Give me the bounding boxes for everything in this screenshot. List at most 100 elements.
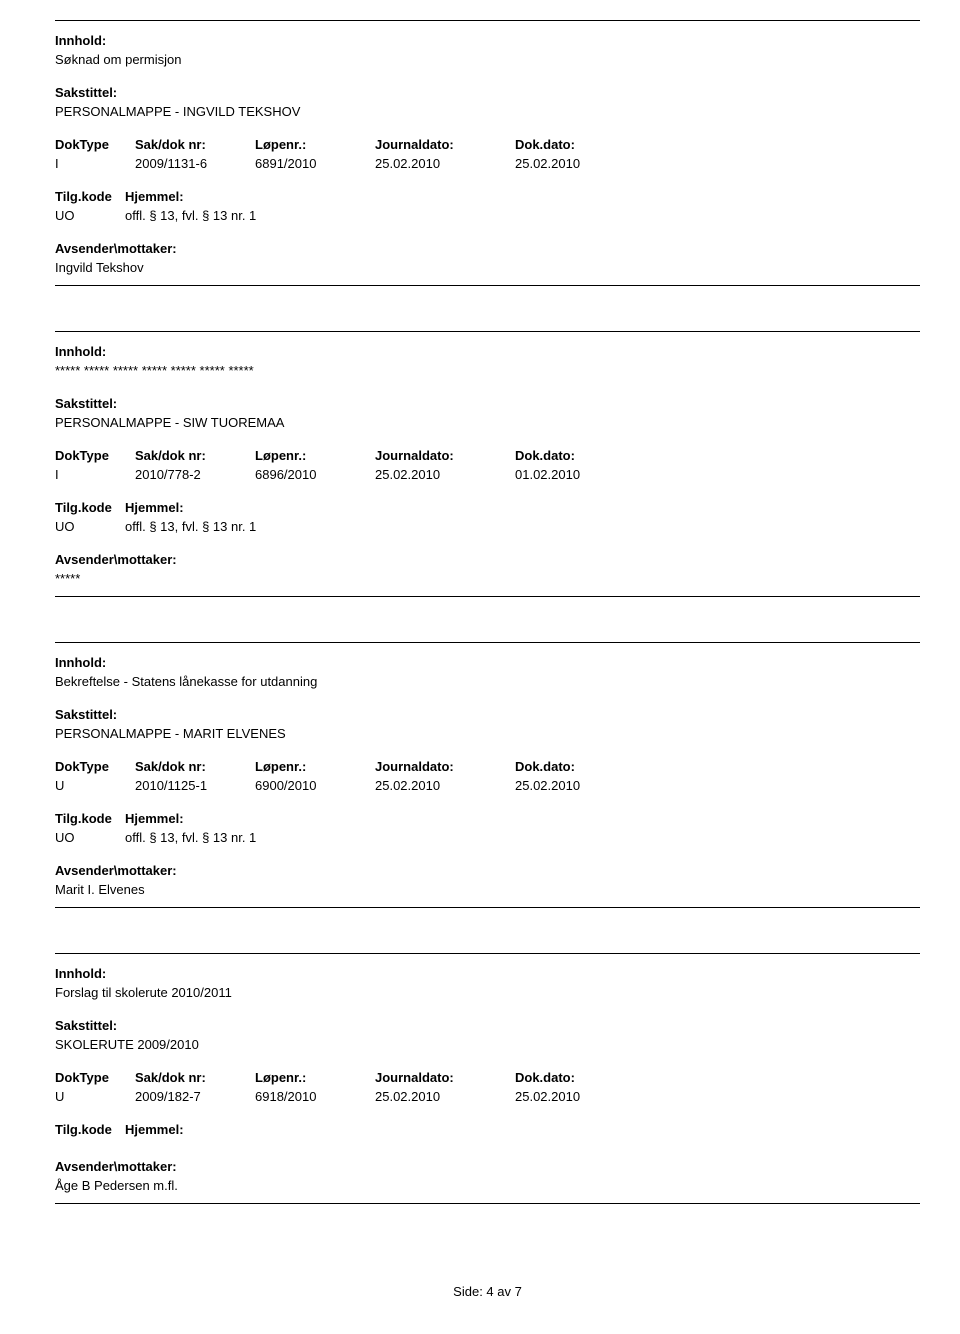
avsender-label: Avsender\mottaker:: [55, 863, 920, 878]
sakdok-header: Sak/dok nr:: [135, 448, 255, 463]
sakstittel-value: PERSONALMAPPE - MARIT ELVENES: [55, 726, 920, 741]
sakstittel-value: SKOLERUTE 2009/2010: [55, 1037, 920, 1052]
sakdok-header: Sak/dok nr:: [135, 759, 255, 774]
hjemmel-header: Hjemmel:: [125, 189, 425, 204]
row-values: U2009/182-76918/201025.02.201025.02.2010: [55, 1089, 920, 1104]
sakstittel-label: Sakstittel:: [55, 1018, 920, 1033]
lopenr-value: 6891/2010: [255, 156, 375, 171]
journal-entry: Innhold: Bekreftelse - Statens lånekasse …: [55, 642, 920, 908]
row-values: I2010/778-26896/201025.02.201001.02.2010: [55, 467, 920, 482]
innhold-value: Forslag til skolerute 2010/2011: [55, 985, 920, 1000]
sakdok-value: 2009/1131-6: [135, 156, 255, 171]
tilgkode-header: Tilg.kode: [55, 189, 125, 204]
avsender-label: Avsender\mottaker:: [55, 241, 920, 256]
sakdok-value: 2009/182-7: [135, 1089, 255, 1104]
tilgkode-value: UO: [55, 208, 125, 223]
sakstittel-value: PERSONALMAPPE - SIW TUOREMAA: [55, 415, 920, 430]
doktype-value: U: [55, 1089, 135, 1104]
entry-divider: [55, 285, 920, 286]
journaldato-value: 25.02.2010: [375, 1089, 515, 1104]
doktype-header: DokType: [55, 448, 135, 463]
doktype-value: I: [55, 156, 135, 171]
journaldato-value: 25.02.2010: [375, 778, 515, 793]
dokdato-header: Dok.dato:: [515, 448, 655, 463]
dokdato-value: 25.02.2010: [515, 1089, 655, 1104]
innhold-value: Bekreftelse - Statens lånekasse for utda…: [55, 674, 920, 689]
lopenr-header: Løpenr.:: [255, 448, 375, 463]
entry-divider: [55, 596, 920, 597]
dokdato-value: 01.02.2010: [515, 467, 655, 482]
dokdato-header: Dok.dato:: [515, 1070, 655, 1085]
doktype-header: DokType: [55, 1070, 135, 1085]
row-headers: DokTypeSak/dok nr:Løpenr.:Journaldato:Do…: [55, 1070, 920, 1085]
hjemmel-value: offl. § 13, fvl. § 13 nr. 1: [125, 830, 425, 845]
sakdok-value: 2010/1125-1: [135, 778, 255, 793]
tilgkode-header: Tilg.kode: [55, 811, 125, 826]
sakstittel-label: Sakstittel:: [55, 85, 920, 100]
tilg-hjemmel-headers: Tilg.kodeHjemmel:: [55, 189, 920, 204]
row-headers: DokTypeSak/dok nr:Løpenr.:Journaldato:Do…: [55, 448, 920, 463]
avsender-value: *****: [55, 571, 920, 586]
row-headers: DokTypeSak/dok nr:Løpenr.:Journaldato:Do…: [55, 759, 920, 774]
hjemmel-value: offl. § 13, fvl. § 13 nr. 1: [125, 519, 425, 534]
avsender-label: Avsender\mottaker:: [55, 1159, 920, 1174]
innhold-value: Søknad om permisjon: [55, 52, 920, 67]
avsender-value: Ingvild Tekshov: [55, 260, 920, 275]
tilg-hjemmel-headers: Tilg.kodeHjemmel:: [55, 811, 920, 826]
sakdok-header: Sak/dok nr:: [135, 137, 255, 152]
doktype-value: U: [55, 778, 135, 793]
sakdok-value: 2010/778-2: [135, 467, 255, 482]
sakstittel-value: PERSONALMAPPE - INGVILD TEKSHOV: [55, 104, 920, 119]
lopenr-value: 6918/2010: [255, 1089, 375, 1104]
journaldato-value: 25.02.2010: [375, 156, 515, 171]
sakdok-header: Sak/dok nr:: [135, 1070, 255, 1085]
journal-entry: Innhold: Forslag til skolerute 2010/2011 S…: [55, 953, 920, 1204]
innhold-label: Innhold:: [55, 966, 920, 981]
tilg-hjemmel-headers: Tilg.kodeHjemmel:: [55, 1122, 920, 1137]
doktype-header: DokType: [55, 759, 135, 774]
hjemmel-header: Hjemmel:: [125, 1122, 425, 1137]
avsender-value: Åge B Pedersen m.fl.: [55, 1178, 920, 1193]
journaldato-header: Journaldato:: [375, 137, 515, 152]
lopenr-header: Løpenr.:: [255, 137, 375, 152]
journal-entry: Innhold: Søknad om permisjon Sakstittel: PE…: [55, 20, 920, 286]
tilgkode-header: Tilg.kode: [55, 1122, 125, 1137]
dokdato-header: Dok.dato:: [515, 137, 655, 152]
journaldato-header: Journaldato:: [375, 1070, 515, 1085]
tilg-hjemmel-values: UOoffl. § 13, fvl. § 13 nr. 1: [55, 830, 920, 845]
dokdato-value: 25.02.2010: [515, 778, 655, 793]
lopenr-header: Løpenr.:: [255, 1070, 375, 1085]
journal-entry: Innhold:***** ***** ***** ***** ***** **…: [55, 331, 920, 597]
row-headers: DokTypeSak/dok nr:Løpenr.:Journaldato:Do…: [55, 137, 920, 152]
innhold-label: Innhold:: [55, 344, 920, 359]
doktype-value: I: [55, 467, 135, 482]
entry-divider: [55, 1203, 920, 1204]
journaldato-header: Journaldato:: [375, 448, 515, 463]
tilg-hjemmel-values: UOoffl. § 13, fvl. § 13 nr. 1: [55, 519, 920, 534]
journaldato-header: Journaldato:: [375, 759, 515, 774]
lopenr-value: 6896/2010: [255, 467, 375, 482]
innhold-label: Innhold:: [55, 33, 920, 48]
tilgkode-value: UO: [55, 519, 125, 534]
sakstittel-label: Sakstittel:: [55, 396, 920, 411]
lopenr-header: Løpenr.:: [255, 759, 375, 774]
innhold-label: Innhold:: [55, 655, 920, 670]
dokdato-header: Dok.dato:: [515, 759, 655, 774]
page-footer: Side: 4 av 7: [55, 1284, 920, 1299]
doktype-header: DokType: [55, 137, 135, 152]
entry-divider: [55, 907, 920, 908]
row-values: I2009/1131-66891/201025.02.201025.02.201…: [55, 156, 920, 171]
hjemmel-header: Hjemmel:: [125, 500, 425, 515]
hjemmel-header: Hjemmel:: [125, 811, 425, 826]
hjemmel-value: offl. § 13, fvl. § 13 nr. 1: [125, 208, 425, 223]
avsender-value: Marit I. Elvenes: [55, 882, 920, 897]
journaldato-value: 25.02.2010: [375, 467, 515, 482]
avsender-label: Avsender\mottaker:: [55, 552, 920, 567]
dokdato-value: 25.02.2010: [515, 156, 655, 171]
tilg-hjemmel-headers: Tilg.kodeHjemmel:: [55, 500, 920, 515]
lopenr-value: 6900/2010: [255, 778, 375, 793]
tilgkode-header: Tilg.kode: [55, 500, 125, 515]
tilg-hjemmel-values: UOoffl. § 13, fvl. § 13 nr. 1: [55, 208, 920, 223]
sakstittel-label: Sakstittel:: [55, 707, 920, 722]
row-values: U2010/1125-16900/201025.02.201025.02.201…: [55, 778, 920, 793]
